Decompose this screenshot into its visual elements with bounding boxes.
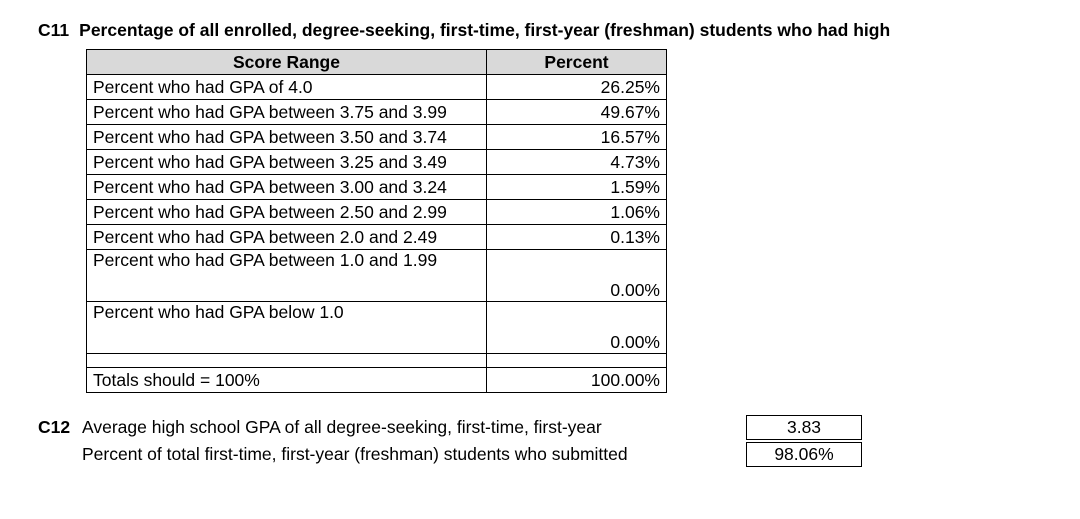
table-row: Percent who had GPA between 2.0 and 2.49… — [87, 225, 667, 250]
table-spacer-row — [87, 354, 667, 368]
c12-line-1: C12 Average high school GPA of all degre… — [38, 415, 1042, 440]
header-score-range: Score Range — [87, 50, 487, 75]
gpa-label: Percent who had GPA between 3.25 and 3.4… — [87, 150, 487, 175]
gpa-label: Percent who had GPA between 2.50 and 2.9… — [87, 200, 487, 225]
table-row: Percent who had GPA of 4.0 26.25% — [87, 75, 667, 100]
c12-line2-text: Percent of total first-time, first-year … — [82, 444, 730, 465]
gpa-label: Percent who had GPA between 3.00 and 3.2… — [87, 175, 487, 200]
c12-line2-value: 98.06% — [746, 442, 862, 467]
gpa-label: Percent who had GPA between 1.0 and 1.99 — [87, 250, 487, 302]
gpa-table-header-row: Score Range Percent — [87, 50, 667, 75]
gpa-label: Percent who had GPA between 2.0 and 2.49 — [87, 225, 487, 250]
gpa-table: Score Range Percent Percent who had GPA … — [86, 49, 667, 393]
gpa-pct: 0.00% — [487, 250, 667, 302]
table-row: Percent who had GPA between 3.75 and 3.9… — [87, 100, 667, 125]
header-percent: Percent — [487, 50, 667, 75]
gpa-pct: 1.06% — [487, 200, 667, 225]
c12-line-2: Percent of total first-time, first-year … — [38, 442, 1042, 467]
table-row: Percent who had GPA between 3.25 and 3.4… — [87, 150, 667, 175]
c11-code: C11 — [38, 20, 69, 41]
c12-section: C12 Average high school GPA of all degre… — [38, 415, 1042, 467]
gpa-pct: 16.57% — [487, 125, 667, 150]
gpa-pct: 0.13% — [487, 225, 667, 250]
table-row: Percent who had GPA between 3.00 and 3.2… — [87, 175, 667, 200]
gpa-label: Percent who had GPA between 3.50 and 3.7… — [87, 125, 487, 150]
c12-line1-value: 3.83 — [746, 415, 862, 440]
table-row: Percent who had GPA between 2.50 and 2.9… — [87, 200, 667, 225]
table-row: Percent who had GPA between 1.0 and 1.99… — [87, 250, 667, 302]
totals-label: Totals should = 100% — [87, 368, 487, 393]
table-row: Percent who had GPA below 1.0 0.00% — [87, 302, 667, 354]
gpa-pct: 1.59% — [487, 175, 667, 200]
gpa-label: Percent who had GPA of 4.0 — [87, 75, 487, 100]
gpa-pct: 49.67% — [487, 100, 667, 125]
c12-line1-text: Average high school GPA of all degree-se… — [82, 417, 730, 438]
gpa-pct: 26.25% — [487, 75, 667, 100]
gpa-label: Percent who had GPA below 1.0 — [87, 302, 487, 354]
c12-code: C12 — [38, 417, 82, 438]
c11-title: Percentage of all enrolled, degree-seeki… — [79, 20, 890, 41]
table-row: Percent who had GPA between 3.50 and 3.7… — [87, 125, 667, 150]
totals-row: Totals should = 100% 100.00% — [87, 368, 667, 393]
c11-heading: C11 Percentage of all enrolled, degree-s… — [38, 20, 1042, 41]
gpa-pct: 4.73% — [487, 150, 667, 175]
gpa-label: Percent who had GPA between 3.75 and 3.9… — [87, 100, 487, 125]
totals-pct: 100.00% — [487, 368, 667, 393]
gpa-pct: 0.00% — [487, 302, 667, 354]
